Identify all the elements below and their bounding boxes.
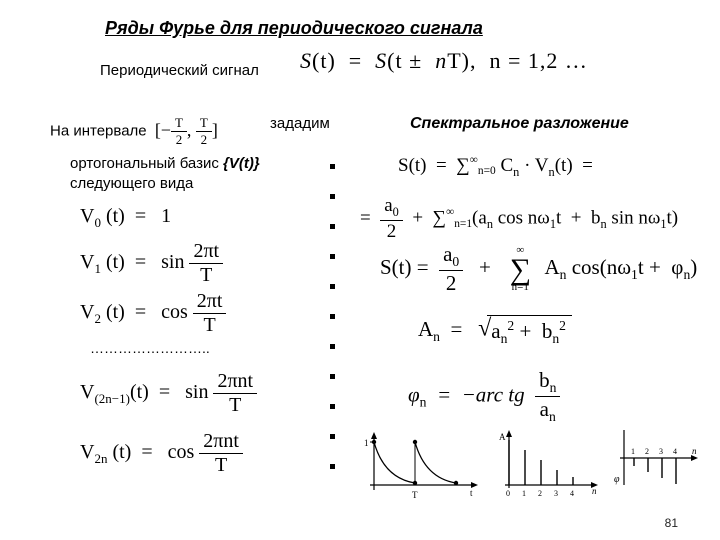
interval-text: На интервале [−T2, T2] — [50, 115, 222, 148]
svg-text:1: 1 — [364, 438, 369, 448]
interval-bracket: [−T2, T2] — [151, 118, 222, 142]
svg-text:2: 2 — [538, 489, 542, 498]
spectral-eq-3: S(t) = a02 + ∞∑n=1 An cos(nω1t + φn) — [380, 242, 697, 296]
svg-text:1: 1 — [631, 447, 635, 456]
basis-v2n: V2n (t) = cos 2πntT — [80, 430, 243, 477]
slide-title: Ряды Фурье для периодического сигнала — [105, 18, 483, 39]
svg-text:A: A — [499, 432, 506, 442]
orth-basis-label: ортогональный базис {V(t)} следующего ви… — [70, 154, 260, 193]
bullet-column — [330, 164, 336, 494]
phase-spectrum: φ 1 2 3 4 n — [614, 430, 698, 485]
svg-text:n: n — [592, 486, 597, 496]
svg-text:0: 0 — [506, 489, 510, 498]
svg-text:4: 4 — [570, 489, 574, 498]
svg-text:4: 4 — [673, 447, 677, 456]
svg-text:T: T — [412, 490, 418, 500]
svg-text:3: 3 — [554, 489, 558, 498]
basis-v1: V1 (t) = sin 2πtT — [80, 240, 223, 287]
svg-text:t: t — [470, 488, 473, 498]
spectral-decomp-title: Спектральное разложение — [410, 115, 629, 133]
decay-plot: 1 T t — [364, 432, 478, 500]
basis-v0: V0 (t) = 1 — [80, 205, 171, 231]
svg-text:1: 1 — [522, 489, 526, 498]
spectral-eq-1: S(t) = ∑∞n=0 Cn · Vn(t) = — [398, 155, 593, 180]
page-number: 81 — [665, 516, 678, 530]
svg-text:φ: φ — [614, 474, 620, 485]
spectral-eq-5: φn = −arc tg bnan — [408, 368, 560, 425]
spectral-eq-2: = a02 + ∑∞n=1(an cos nω1t + bn sin nω1t) — [360, 195, 678, 243]
basis-dots: …………………….. — [90, 340, 210, 356]
periodic-signal-eq: S(t) = S(t ± nT), n = 1,2 … — [300, 48, 588, 74]
basis-v2n-1: V(2n−1)(t) = sin 2πntT — [80, 370, 257, 417]
svg-text:2: 2 — [645, 447, 649, 456]
amplitude-spectrum: A 0 1 2 3 4 n — [499, 430, 598, 498]
svg-text:n: n — [692, 446, 697, 456]
basis-v2: V2 (t) = cos 2πtT — [80, 290, 226, 337]
svg-text:3: 3 — [659, 447, 663, 456]
zadadim-label: зададим — [270, 115, 330, 132]
periodic-signal-label: Периодический сигнал — [100, 62, 259, 79]
mini-plots: 1 T t A 0 1 2 — [360, 430, 700, 510]
spectral-eq-4: An = √an2 + bn2 — [418, 315, 572, 347]
